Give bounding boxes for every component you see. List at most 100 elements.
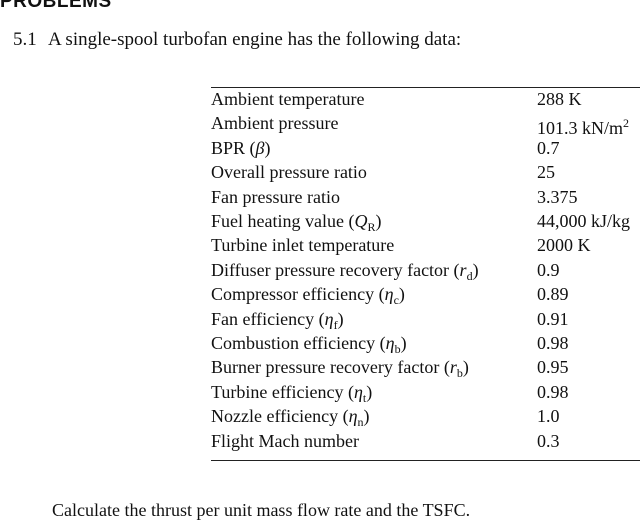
row-value: 1.0 bbox=[537, 404, 560, 428]
row-label: Nozzle efficiency (ηn) bbox=[211, 404, 370, 434]
text-part: d bbox=[466, 268, 473, 283]
text-part: 25 bbox=[537, 162, 555, 183]
text-part: Compressor efficiency ( bbox=[211, 284, 385, 305]
row-label: Diffuser pressure recovery factor (rd) bbox=[211, 258, 479, 288]
row-value: 2000 K bbox=[537, 233, 591, 257]
text-part: Fuel heating value ( bbox=[211, 211, 355, 231]
row-value: 0.89 bbox=[537, 282, 569, 306]
row-value: 25 bbox=[537, 160, 555, 184]
text-part: ) bbox=[363, 406, 370, 427]
text-part: 0.3 bbox=[537, 430, 560, 451]
text-part: ) bbox=[400, 333, 407, 353]
row-value: 0.98 bbox=[537, 380, 569, 404]
text-part: Ambient pressure bbox=[211, 113, 339, 134]
text-part: n bbox=[357, 415, 364, 430]
table-row: Burner pressure recovery factor (rb) 0.95 bbox=[211, 355, 640, 380]
text-part: 1.0 bbox=[537, 406, 560, 427]
table-row: Flight Mach number 0.3 bbox=[211, 429, 640, 453]
text-part: ) bbox=[462, 357, 469, 378]
text-part: r bbox=[459, 259, 467, 280]
table-row: Fan pressure ratio 3.375 bbox=[211, 185, 640, 209]
text-part: ) bbox=[337, 308, 344, 329]
text-part: b bbox=[456, 366, 463, 381]
table-row: Turbine efficiency (ηt) 0.98 bbox=[211, 380, 640, 405]
text-part: ) bbox=[366, 381, 373, 402]
text-part: 0.98 bbox=[537, 381, 569, 402]
text-part: BPR ( bbox=[211, 137, 256, 158]
text-part: 3.375 bbox=[537, 186, 578, 207]
table-row: Ambient pressure 101.3 kN/m2 bbox=[211, 111, 640, 138]
text-part: 0.95 bbox=[537, 357, 569, 378]
table-row: Fuel heating value (QR) 44,000 kJ/kg bbox=[211, 209, 640, 234]
row-label: Overall pressure ratio bbox=[211, 160, 367, 184]
text-part: η bbox=[384, 284, 394, 305]
row-value: 0.7 bbox=[537, 136, 560, 160]
text-part: Fan efficiency ( bbox=[211, 308, 325, 329]
row-label: Combustion efficiency (ηb) bbox=[211, 331, 407, 361]
text-part: 288 K bbox=[537, 89, 582, 109]
row-label: Turbine efficiency (ηt) bbox=[211, 380, 372, 410]
text-part: Turbine efficiency ( bbox=[211, 381, 354, 402]
text-part: 0.98 bbox=[537, 333, 569, 353]
row-value: 0.95 bbox=[537, 355, 569, 379]
text-part: Nozzle efficiency ( bbox=[211, 406, 349, 427]
row-label: Ambient temperature bbox=[211, 87, 364, 111]
table-row: Combustion efficiency (ηb) 0.98 bbox=[211, 331, 640, 356]
row-value: 44,000 kJ/kg bbox=[537, 209, 630, 233]
text-part: η bbox=[385, 333, 395, 353]
text-part: 44,000 kJ/kg bbox=[537, 211, 631, 231]
row-label: Compressor efficiency (ηc) bbox=[211, 282, 405, 312]
row-value: 101.3 kN/m2 bbox=[537, 111, 629, 140]
text-part: f bbox=[333, 317, 338, 332]
text-part: r bbox=[449, 357, 457, 378]
row-value: 0.91 bbox=[537, 307, 569, 331]
table-row: Fan efficiency (ηf) 0.91 bbox=[211, 307, 640, 332]
text-part: Combustion efficiency ( bbox=[211, 333, 386, 353]
row-label: Ambient pressure bbox=[211, 111, 338, 135]
row-label: Flight Mach number bbox=[211, 429, 359, 453]
table-bottom-rule bbox=[211, 460, 640, 461]
text-part: 2000 K bbox=[537, 235, 591, 256]
text-part: η bbox=[353, 381, 363, 402]
text-part: Overall pressure ratio bbox=[211, 162, 367, 183]
text-part: 0.7 bbox=[537, 137, 560, 158]
text-part: ) bbox=[264, 137, 271, 158]
table-row: Nozzle efficiency (ηn) 1.0 bbox=[211, 404, 640, 429]
section-header: PROBLEMS bbox=[0, 0, 112, 12]
text-part: 0.9 bbox=[537, 259, 560, 280]
question: Calculate the thrust per unit mass flow … bbox=[52, 500, 471, 520]
row-label: Fan efficiency (ηf) bbox=[211, 307, 344, 337]
row-label: Fan pressure ratio bbox=[211, 185, 340, 209]
text-part: Q bbox=[354, 211, 368, 231]
text-part: c bbox=[393, 293, 399, 308]
row-value: 0.3 bbox=[537, 429, 560, 453]
row-label: Fuel heating value (QR) bbox=[211, 209, 381, 239]
row-value: 3.375 bbox=[537, 185, 578, 209]
row-label: Burner pressure recovery factor (rb) bbox=[211, 355, 469, 385]
table-row: Diffuser pressure recovery factor (rd) 0.… bbox=[211, 258, 640, 283]
table-row: Compressor efficiency (ηc) 0.89 bbox=[211, 282, 640, 307]
table-row: Turbine inlet temperature 2000 K bbox=[211, 233, 640, 257]
row-value: 288 K bbox=[537, 87, 582, 111]
row-value: 0.9 bbox=[537, 258, 560, 282]
text-part: β bbox=[255, 137, 265, 158]
text-part: ) bbox=[375, 211, 382, 231]
text-part: Turbine inlet temperature bbox=[211, 235, 395, 256]
row-label: BPR (β) bbox=[211, 136, 271, 160]
text-part: 0.91 bbox=[537, 308, 569, 329]
row-label: Turbine inlet temperature bbox=[211, 233, 394, 257]
table-row: Ambient temperature 288 K bbox=[211, 87, 640, 111]
text-part: Ambient temperature bbox=[211, 89, 365, 109]
problem-number: 5.1 bbox=[13, 29, 37, 50]
text-part: η bbox=[324, 308, 334, 329]
text-part: η bbox=[348, 406, 358, 427]
text-part: Diffuser pressure recovery factor ( bbox=[211, 259, 460, 280]
text-part: Flight Mach number bbox=[211, 430, 359, 451]
text-part: Fan pressure ratio bbox=[211, 186, 340, 207]
row-value: 0.98 bbox=[537, 331, 569, 355]
problem-statement: A single-spool turbofan engine has the f… bbox=[48, 29, 462, 50]
table-row: Overall pressure ratio 25 bbox=[211, 160, 640, 184]
text-part: ) bbox=[472, 259, 479, 280]
table-top-rule bbox=[211, 87, 640, 88]
